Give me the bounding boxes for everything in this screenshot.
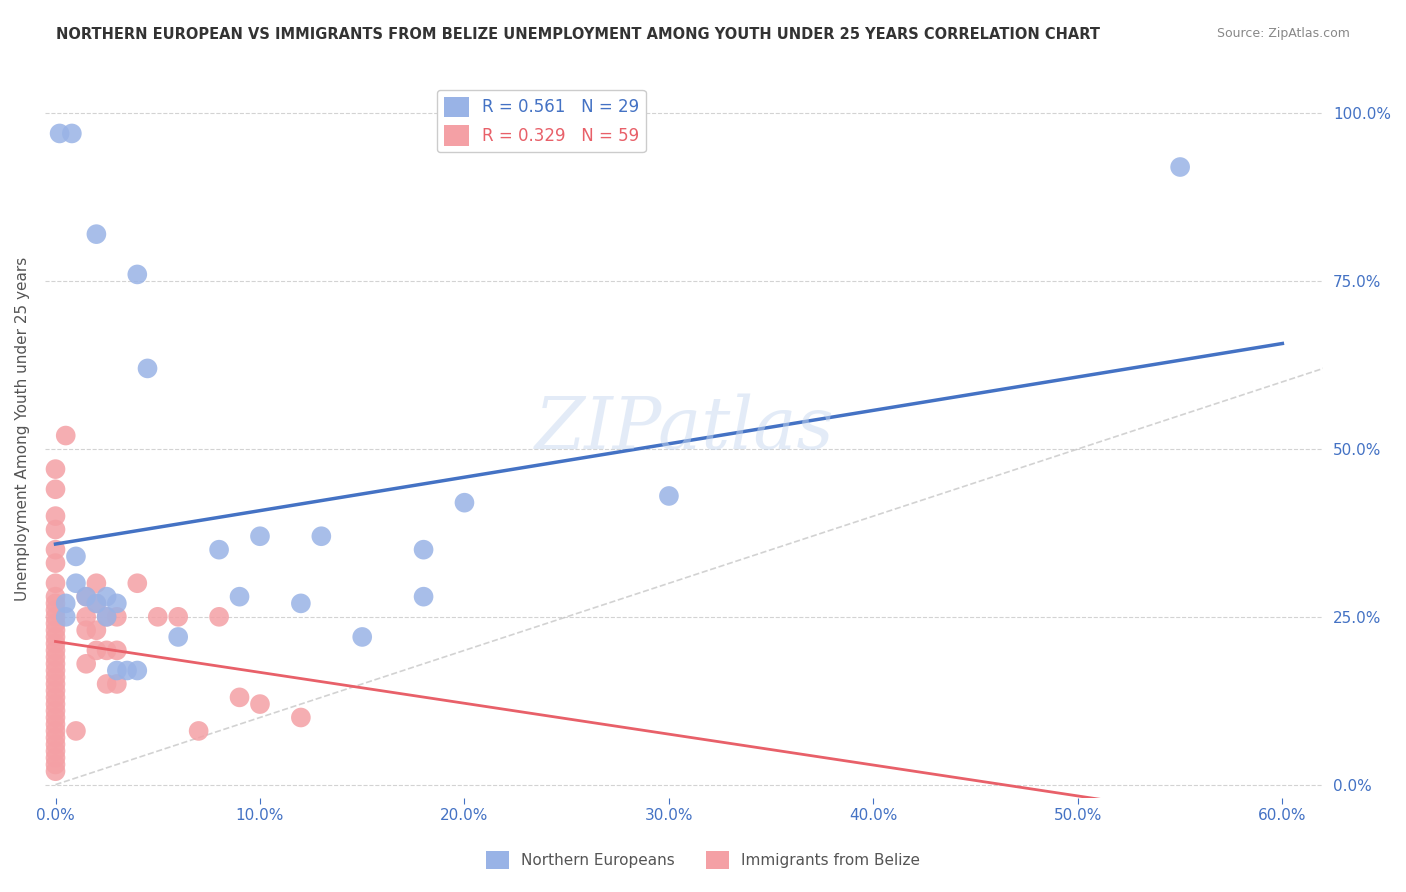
Point xyxy=(44,637,66,651)
Point xyxy=(65,549,87,564)
Point xyxy=(127,664,149,678)
Point xyxy=(44,509,66,524)
Point xyxy=(208,542,231,557)
Point xyxy=(55,609,77,624)
Point xyxy=(412,542,434,557)
Point xyxy=(290,596,312,610)
Point xyxy=(60,127,83,141)
Point xyxy=(136,361,159,376)
Point xyxy=(44,542,66,557)
Point xyxy=(1168,160,1191,174)
Point xyxy=(44,650,66,665)
Point xyxy=(44,751,66,765)
Point xyxy=(75,590,97,604)
Point xyxy=(75,624,97,638)
Point xyxy=(86,576,108,591)
Point xyxy=(75,609,97,624)
Point xyxy=(44,462,66,476)
Point xyxy=(105,596,128,610)
Point xyxy=(105,664,128,678)
Point xyxy=(44,576,66,591)
Legend: R = 0.561   N = 29, R = 0.329   N = 59: R = 0.561 N = 29, R = 0.329 N = 59 xyxy=(437,90,645,153)
Point xyxy=(55,428,77,442)
Point xyxy=(86,624,108,638)
Point xyxy=(44,744,66,758)
Point xyxy=(167,630,190,644)
Point xyxy=(86,643,108,657)
Y-axis label: Unemployment Among Youth under 25 years: Unemployment Among Youth under 25 years xyxy=(15,257,30,601)
Point xyxy=(115,664,138,678)
Point xyxy=(86,227,108,241)
Point xyxy=(228,590,250,604)
Point xyxy=(96,609,118,624)
Point xyxy=(44,717,66,731)
Point xyxy=(44,737,66,751)
Point xyxy=(96,677,118,691)
Point xyxy=(44,609,66,624)
Point xyxy=(44,677,66,691)
Point xyxy=(167,609,190,624)
Point xyxy=(311,529,333,543)
Point xyxy=(290,710,312,724)
Point xyxy=(48,127,70,141)
Text: NORTHERN EUROPEAN VS IMMIGRANTS FROM BELIZE UNEMPLOYMENT AMONG YOUTH UNDER 25 YE: NORTHERN EUROPEAN VS IMMIGRANTS FROM BEL… xyxy=(56,27,1101,42)
Point xyxy=(86,596,108,610)
Point xyxy=(44,704,66,718)
Point xyxy=(105,677,128,691)
Point xyxy=(105,643,128,657)
Point xyxy=(75,657,97,671)
Point xyxy=(44,710,66,724)
Point xyxy=(44,697,66,711)
Point xyxy=(44,670,66,684)
Point xyxy=(44,757,66,772)
Text: Source: ZipAtlas.com: Source: ZipAtlas.com xyxy=(1216,27,1350,40)
Point xyxy=(105,609,128,624)
Point xyxy=(44,630,66,644)
Point xyxy=(352,630,374,644)
Point xyxy=(96,590,118,604)
Point xyxy=(187,723,209,738)
Point xyxy=(44,731,66,745)
Point xyxy=(44,723,66,738)
Legend: Northern Europeans, Immigrants from Belize: Northern Europeans, Immigrants from Beli… xyxy=(479,845,927,875)
Point xyxy=(228,690,250,705)
Text: ZIPatlas: ZIPatlas xyxy=(534,393,834,464)
Point xyxy=(44,683,66,698)
Point xyxy=(127,576,149,591)
Point xyxy=(44,590,66,604)
Point xyxy=(44,643,66,657)
Point xyxy=(44,616,66,631)
Point xyxy=(44,523,66,537)
Point xyxy=(44,664,66,678)
Point xyxy=(44,556,66,570)
Point xyxy=(146,609,169,624)
Point xyxy=(127,268,149,282)
Point xyxy=(44,603,66,617)
Point xyxy=(658,489,681,503)
Point xyxy=(86,596,108,610)
Point xyxy=(96,643,118,657)
Point xyxy=(96,609,118,624)
Point xyxy=(249,697,271,711)
Point xyxy=(55,596,77,610)
Point xyxy=(65,723,87,738)
Point xyxy=(44,657,66,671)
Point xyxy=(44,764,66,779)
Point xyxy=(44,482,66,496)
Point xyxy=(75,590,97,604)
Point xyxy=(65,576,87,591)
Point xyxy=(44,596,66,610)
Point xyxy=(412,590,434,604)
Point xyxy=(44,690,66,705)
Point xyxy=(249,529,271,543)
Point xyxy=(453,496,475,510)
Point xyxy=(208,609,231,624)
Point xyxy=(44,624,66,638)
